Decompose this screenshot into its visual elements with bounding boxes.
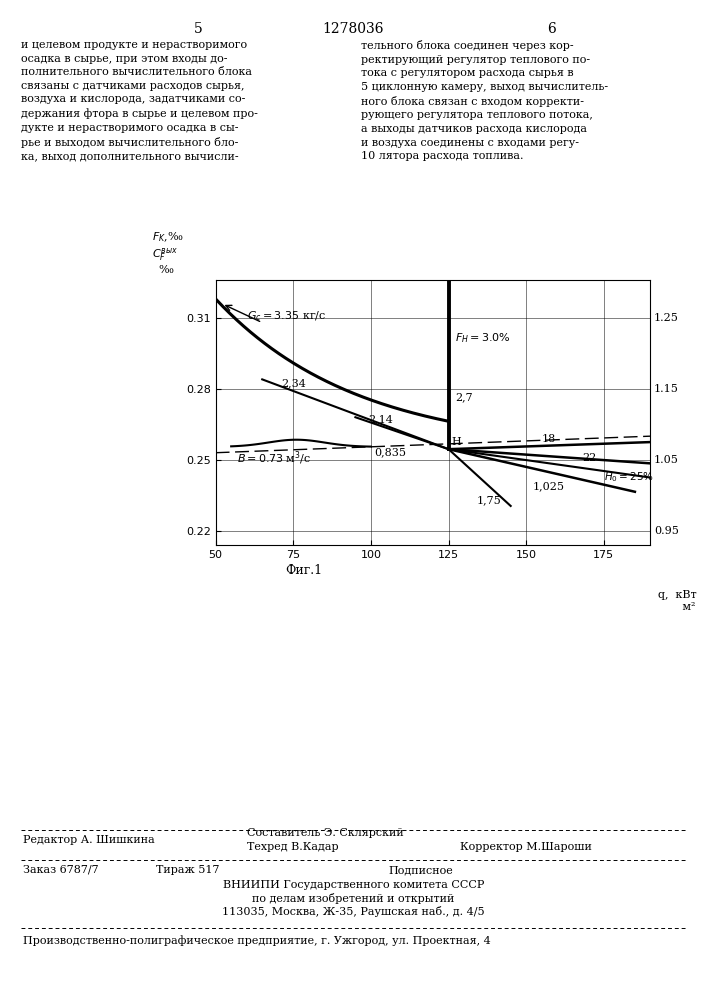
Text: 1,75: 1,75 — [477, 496, 501, 506]
Text: 1,025: 1,025 — [532, 481, 564, 491]
Text: 22: 22 — [582, 453, 597, 463]
Text: 2,34: 2,34 — [281, 378, 305, 388]
Text: 2,14: 2,14 — [368, 414, 392, 424]
Text: ВНИИПИ Государственного комитета СССР: ВНИИПИ Государственного комитета СССР — [223, 880, 484, 890]
Text: 1.15: 1.15 — [654, 384, 679, 394]
Text: 113035, Москва, Ж-35, Раушская наб., д. 4/5: 113035, Москва, Ж-35, Раушская наб., д. … — [222, 906, 485, 917]
Text: Тираж 517: Тираж 517 — [156, 865, 219, 875]
Text: Заказ 6787/7: Заказ 6787/7 — [23, 865, 99, 875]
Text: тельного блока соединен через кор-
ректирующий регулятор теплового по-
тока с ре: тельного блока соединен через кор- ректи… — [361, 40, 608, 161]
Text: Подписное: Подписное — [389, 865, 454, 875]
Text: 18: 18 — [542, 434, 556, 444]
Text: 5: 5 — [194, 22, 202, 36]
Text: $B=0.73$ м$^3$/с: $B=0.73$ м$^3$/с — [238, 449, 312, 467]
Text: 1.05: 1.05 — [654, 455, 679, 465]
Text: $F_H=3.0\%$: $F_H=3.0\%$ — [455, 332, 510, 345]
Text: 0,835: 0,835 — [374, 447, 406, 457]
Text: Редактор А. Шишкина: Редактор А. Шишкина — [23, 835, 155, 845]
Text: Фиг.1: Фиг.1 — [286, 564, 322, 577]
Text: Корректор М.Шароши: Корректор М.Шароши — [460, 842, 592, 852]
Text: по делам изобретений и открытий: по делам изобретений и открытий — [252, 893, 455, 904]
Text: 2,7: 2,7 — [455, 393, 472, 403]
Text: Техред В.Кадар: Техред В.Кадар — [247, 842, 339, 852]
Text: Составитель Э. Склярский: Составитель Э. Склярский — [247, 828, 404, 838]
Text: q,  кВт
       м²: q, кВт м² — [658, 590, 696, 612]
Text: $G_c=3.35$ кг/с: $G_c=3.35$ кг/с — [247, 309, 326, 323]
Text: $F_K$,‰
$C_F^{вых}$
  ‰: $F_K$,‰ $C_F^{вых}$ ‰ — [152, 231, 184, 275]
Text: $H_0=25\%$: $H_0=25\%$ — [604, 470, 654, 484]
Text: H: H — [452, 437, 462, 447]
Text: 1278036: 1278036 — [323, 22, 384, 36]
Text: и целевом продукте и нерастворимого
осадка в сырье, при этом входы до-
полнитель: и целевом продукте и нерастворимого осад… — [21, 40, 258, 161]
Text: 6: 6 — [547, 22, 556, 36]
Text: 0.95: 0.95 — [654, 526, 679, 536]
Text: 1.25: 1.25 — [654, 313, 679, 323]
Text: Производственно-полиграфическое предприятие, г. Ужгород, ул. Проектная, 4: Производственно-полиграфическое предприя… — [23, 935, 491, 946]
